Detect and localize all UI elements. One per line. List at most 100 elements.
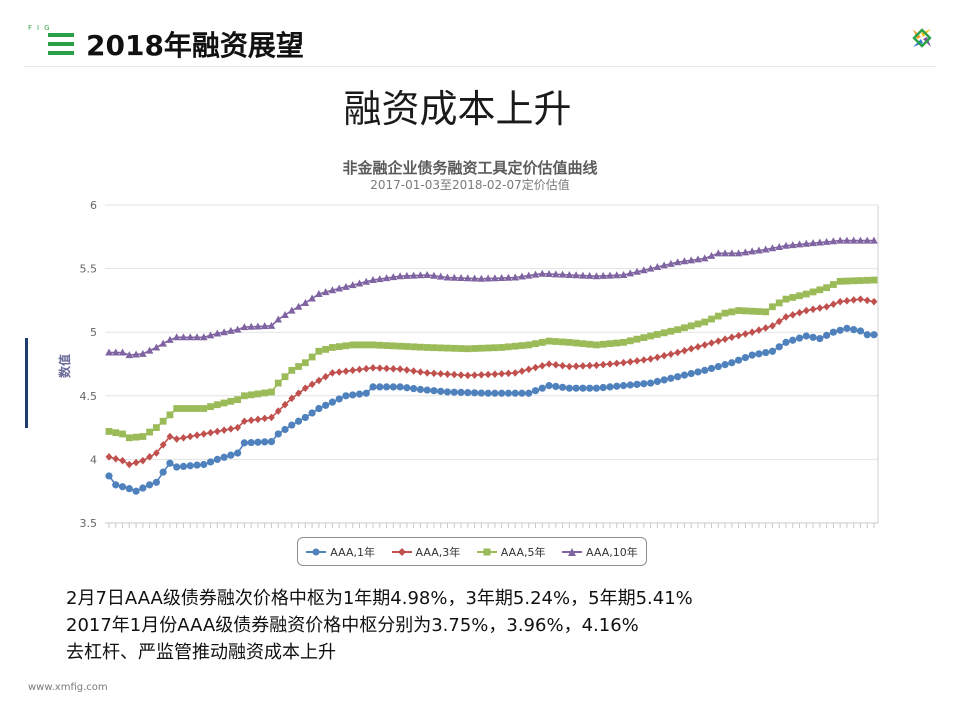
data-point	[572, 362, 580, 371]
data-point	[721, 309, 729, 317]
data-point	[430, 369, 438, 378]
data-point	[288, 366, 296, 374]
y-tick-label: 4.5	[80, 390, 98, 403]
data-point	[789, 311, 797, 319]
data-point	[281, 311, 289, 319]
data-point	[680, 257, 689, 265]
data-point	[464, 371, 472, 380]
data-point	[376, 341, 384, 349]
data-point	[667, 374, 675, 382]
data-point	[396, 365, 404, 373]
data-point	[247, 438, 255, 447]
data-point	[417, 368, 424, 376]
data-point	[606, 360, 614, 368]
data-point	[369, 383, 377, 391]
data-point	[633, 335, 641, 343]
data-point	[687, 322, 695, 330]
data-point	[477, 274, 486, 282]
data-point	[410, 343, 418, 351]
data-point	[626, 269, 635, 277]
data-point	[383, 364, 390, 373]
data-point	[375, 275, 384, 283]
data-point	[518, 272, 526, 280]
data-point	[491, 370, 499, 378]
data-point	[728, 249, 736, 257]
data-point	[152, 449, 160, 457]
legend-item-10y[interactable]: AAA,10年	[562, 544, 638, 560]
data-point	[423, 386, 431, 394]
data-point	[579, 271, 587, 279]
data-point	[322, 401, 330, 409]
data-point	[376, 383, 384, 391]
data-point	[118, 348, 127, 356]
data-point	[382, 274, 391, 282]
data-point	[809, 239, 817, 247]
data-point	[389, 364, 397, 373]
data-point	[734, 249, 743, 257]
data-point	[511, 369, 519, 377]
data-point	[694, 368, 702, 376]
y-tick-label: 5.5	[80, 263, 98, 276]
data-point	[531, 387, 540, 395]
data-point	[768, 244, 777, 252]
data-point	[524, 271, 533, 279]
data-point	[748, 247, 756, 255]
legend-item-5y[interactable]: AAA,5年	[476, 544, 546, 560]
data-point	[220, 453, 228, 461]
data-point	[762, 308, 770, 316]
data-point	[593, 341, 600, 349]
legend-item-3y[interactable]: AAA,3年	[391, 544, 460, 560]
data-point	[410, 384, 418, 393]
data-point	[301, 384, 309, 392]
legend-item-1y[interactable]: AAA,1年	[306, 544, 375, 560]
data-point	[518, 367, 526, 375]
data-point	[538, 338, 546, 346]
data-point	[789, 294, 797, 301]
data-point	[362, 277, 371, 285]
data-point	[606, 340, 614, 348]
data-point	[538, 269, 547, 277]
data-point	[321, 288, 330, 296]
data-point	[532, 363, 539, 372]
data-point	[613, 359, 621, 368]
data-point	[816, 238, 824, 246]
data-point	[843, 297, 851, 305]
data-point	[186, 333, 195, 341]
note-line: 去杠杆、严监管推动融资成本上升	[66, 642, 336, 663]
data-point	[741, 307, 749, 315]
data-point	[152, 343, 161, 351]
data-point	[417, 343, 424, 351]
data-point	[505, 343, 512, 351]
legend-label: AAA,5年	[500, 545, 546, 559]
data-point	[484, 370, 492, 379]
data-point	[369, 341, 377, 349]
data-point	[274, 407, 282, 415]
data-point	[504, 273, 513, 281]
data-point	[565, 384, 573, 392]
data-point	[268, 388, 275, 396]
data-point	[619, 270, 628, 278]
data-point	[240, 392, 248, 400]
data-point	[152, 478, 160, 486]
data-point	[802, 332, 810, 340]
data-point	[396, 383, 404, 391]
data-point	[362, 364, 370, 373]
data-point	[667, 259, 675, 267]
data-point	[260, 322, 269, 330]
data-point	[681, 346, 688, 355]
data-point	[193, 431, 201, 440]
data-point	[193, 405, 201, 412]
data-point	[200, 460, 208, 469]
data-point	[207, 428, 214, 437]
chart-subtitle: 2017-01-03至2018-02-07定价估值	[370, 178, 570, 192]
data-point	[613, 339, 621, 347]
data-point	[707, 364, 716, 373]
data-point	[572, 384, 580, 392]
notes-block: 2月7日AAA级债券融次价格中枢为1年期4.98%，3年期5.24%，5年期5.…	[66, 585, 693, 666]
data-point	[382, 383, 391, 391]
data-point	[132, 433, 140, 441]
data-point	[606, 383, 614, 391]
data-point	[267, 437, 276, 446]
data-point	[227, 397, 235, 405]
data-point	[545, 270, 553, 278]
